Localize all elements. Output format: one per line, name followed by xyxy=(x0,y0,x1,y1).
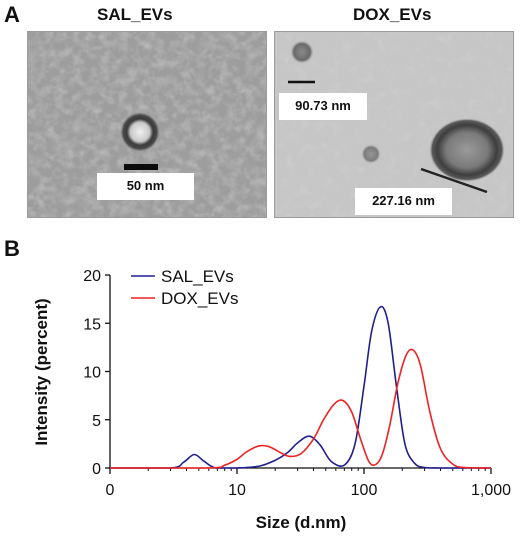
sal-evs-micrograph: 50 nm xyxy=(27,31,267,218)
panel-b-letter: B xyxy=(4,236,20,261)
dox-large-vesicle xyxy=(429,118,505,182)
x-tick-label: 0 xyxy=(106,482,115,499)
y-tick-label: 15 xyxy=(83,316,101,333)
sal-scale-bar xyxy=(124,164,158,170)
x-tick-label: 100 xyxy=(351,482,378,499)
panel-a-letter: A xyxy=(4,2,20,27)
x-axis-label: Size (d.nm) xyxy=(256,513,347,532)
y-tick-label: 10 xyxy=(83,365,101,382)
y-tick-label: 20 xyxy=(83,268,101,285)
y-tick-label: 0 xyxy=(92,461,101,478)
dox-scale-label-large: 227.16 nm xyxy=(355,188,452,215)
legend-label-sal-evs: SAL_EVs xyxy=(161,267,234,286)
dox-small-vesicle xyxy=(290,40,314,64)
dox-scale-bar-large xyxy=(420,167,488,194)
x-tick-label: 1,000 xyxy=(471,482,511,499)
sal-scale-label: 50 nm xyxy=(97,173,194,200)
dox-evs-micrograph: 90.73 nm 227.16 nm xyxy=(274,31,514,218)
dox-faint-vesicle xyxy=(361,144,381,164)
x-tick-label: 10 xyxy=(228,482,246,499)
dox-evs-title: DOX_EVs xyxy=(353,5,432,24)
dox-scale-label-small: 90.73 nm xyxy=(279,93,367,120)
sal-evs-title: SAL_EVs xyxy=(97,5,173,24)
sal-evs-line xyxy=(110,305,491,469)
sal-vesicle xyxy=(120,112,160,152)
y-axis-label: Intensity (percent) xyxy=(32,298,51,445)
y-tick-label: 5 xyxy=(92,413,101,430)
dox-evs-micrograph-image xyxy=(275,32,513,217)
legend-label-dox-evs: DOX_EVs xyxy=(161,289,238,308)
dox-evs-line xyxy=(110,348,492,469)
